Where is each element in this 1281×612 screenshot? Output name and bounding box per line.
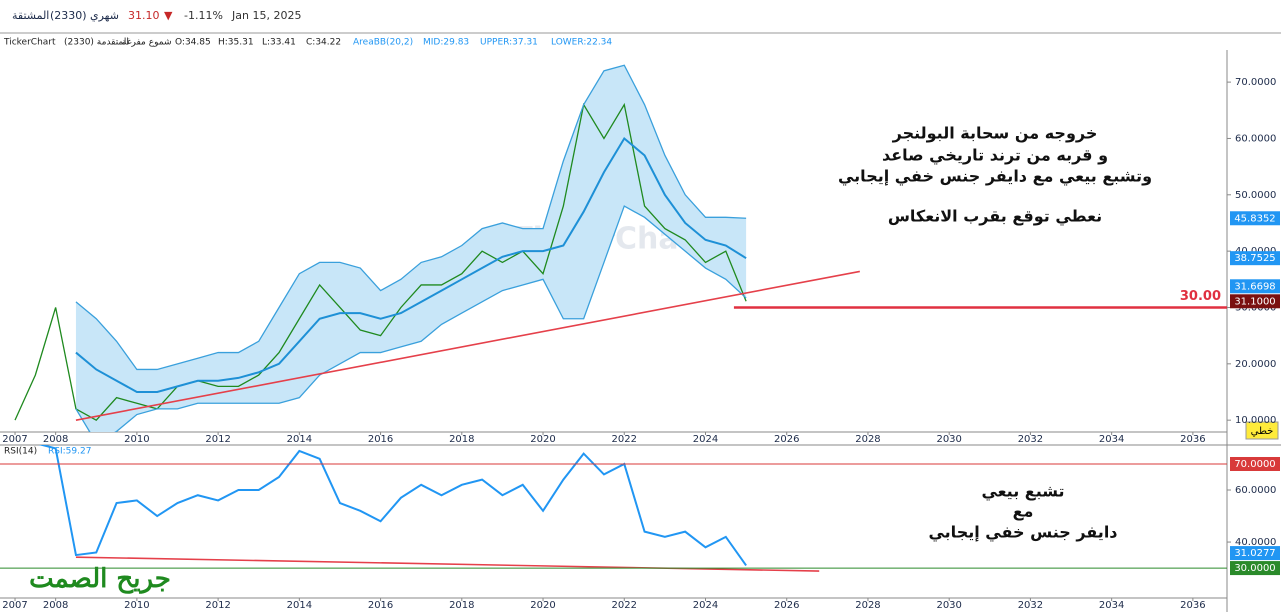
period: شهري — [90, 9, 119, 22]
value-badge — [1230, 279, 1280, 294]
x-tick-label: 2014 — [287, 600, 312, 611]
x-tick-label: 2024 — [693, 434, 718, 445]
legend-symbol: (2330) المتقدمة — [64, 38, 129, 48]
value-badge — [1230, 294, 1280, 309]
low: L:33.41 — [262, 38, 296, 48]
annotation: وتشبع بيعي مع دايفر جنس خفي إيجابي — [838, 167, 1152, 187]
value-badge — [1230, 251, 1280, 266]
series-line — [75, 136, 747, 393]
y-tick-label: 40.0000 — [1235, 537, 1276, 548]
scale-button-label[interactable]: خطي — [1251, 426, 1274, 437]
x-tick-label: 2030 — [936, 434, 961, 445]
panel-title: RSI(14) — [4, 447, 37, 457]
indicator: AreaBB(20,2) — [353, 38, 413, 48]
x-tick-label: 2007 — [2, 434, 27, 445]
change: -1.11% — [184, 9, 223, 22]
signature: جريح الصمت — [29, 564, 171, 594]
x-tick-label: 2030 — [936, 600, 961, 611]
annotation: خروجه من سحابة البولنجر — [892, 124, 1098, 143]
change-arrow: ▼ — [164, 9, 173, 22]
bb-lower: LOWER:22.34 — [551, 38, 612, 48]
y-tick-label: 10.0000 — [1235, 415, 1276, 426]
x-tick-label: 2032 — [1018, 600, 1043, 611]
x-tick-label: 2028 — [855, 600, 880, 611]
annotation: و قربه من ترند تاريخي صاعد — [882, 146, 1108, 166]
value-badge-label: 38.7525 — [1234, 253, 1275, 264]
symbol-code: (2330) — [50, 9, 87, 22]
date: Jan 15, 2025 — [231, 9, 301, 22]
x-tick-label: 2034 — [1099, 600, 1124, 611]
series-line — [75, 64, 747, 371]
level-label: 30.00 — [1180, 289, 1221, 304]
price: 31.10 — [128, 9, 160, 22]
x-tick-label: 2022 — [612, 434, 637, 445]
x-tick-label: 2008 — [43, 434, 68, 445]
trendline — [75, 556, 820, 572]
annotation: دايفر جنس خفي إيجابي — [928, 523, 1117, 543]
x-tick-label: 2010 — [124, 600, 149, 611]
annotation: تشبع بيعي — [981, 482, 1064, 502]
value-badge-label: 70.0000 — [1234, 459, 1275, 470]
plot-area — [14, 64, 860, 432]
legend-style: شموع مفرغة — [122, 38, 172, 48]
symbol-name: المشتقة — [12, 9, 49, 22]
value-badge — [1230, 546, 1280, 561]
y-tick-label: 60.0000 — [1235, 133, 1276, 144]
value-badge-label: 31.1000 — [1234, 296, 1275, 307]
bollinger-band-fill — [75, 65, 747, 432]
value-badge-label: 31.0277 — [1234, 548, 1275, 559]
plot-area — [38, 445, 820, 572]
high: H:35.31 — [218, 38, 254, 48]
close: C:34.22 — [306, 38, 341, 48]
x-tick-label: 2016 — [368, 600, 393, 611]
x-tick-label: 2036 — [1180, 600, 1205, 611]
panel-value: RSI:59.27 — [48, 447, 91, 457]
bb-upper: UPPER:37.31 — [480, 38, 538, 48]
brand: TickerChart — [3, 38, 56, 48]
value-badge — [1230, 211, 1280, 226]
value-badge — [1230, 456, 1280, 471]
series-line — [38, 445, 747, 566]
x-tick-label: 2012 — [205, 434, 230, 445]
x-tick-label: 2007 — [2, 600, 27, 611]
x-tick-label: 2026 — [774, 434, 799, 445]
y-tick-label: 20.0000 — [1235, 359, 1276, 370]
series-line — [75, 205, 747, 432]
x-tick-label: 2018 — [449, 434, 474, 445]
x-tick-label: 2018 — [449, 600, 474, 611]
scale-button[interactable] — [1245, 421, 1279, 440]
y-tick-label: 60.0000 — [1235, 485, 1276, 496]
x-tick-label: 2012 — [205, 600, 230, 611]
value-badge-label: 31.6698 — [1234, 281, 1275, 292]
header: المشتقة (2330) شهري 31.10 ▼ -1.11% Jan 1… — [12, 9, 301, 22]
legend: TickerChart (2330) المتقدمة شموع مفرغة O… — [3, 38, 612, 48]
x-tick-label: 2016 — [368, 434, 393, 445]
x-tick-label: 2032 — [1018, 434, 1043, 445]
x-tick-label: 2008 — [43, 600, 68, 611]
x-tick-label: 2020 — [530, 600, 555, 611]
trendline — [75, 270, 860, 421]
series-line — [14, 102, 747, 421]
x-tick-label: 2014 — [287, 434, 312, 445]
x-tick-label: 2024 — [693, 600, 718, 611]
x-tick-label: 2036 — [1180, 434, 1205, 445]
x-tick-label: 2026 — [774, 600, 799, 611]
open: O:34.85 — [175, 38, 211, 48]
value-badge-label: 30.0000 — [1234, 563, 1275, 574]
annotation: مع — [1013, 502, 1034, 521]
bb-mid: MID:29.83 — [423, 38, 469, 48]
value-badge-label: 45.8352 — [1234, 213, 1275, 224]
x-tick-label: 2028 — [855, 434, 880, 445]
x-tick-label: 2022 — [612, 600, 637, 611]
y-tick-label: 50.0000 — [1235, 190, 1276, 201]
x-tick-label: 2010 — [124, 434, 149, 445]
annotation: نعطي توقع بقرب الانعكاس — [888, 207, 1102, 227]
value-badge — [1230, 561, 1280, 576]
y-tick-label: 70.0000 — [1235, 77, 1276, 88]
x-tick-label: 2020 — [530, 434, 555, 445]
x-tick-label: 2034 — [1099, 434, 1124, 445]
